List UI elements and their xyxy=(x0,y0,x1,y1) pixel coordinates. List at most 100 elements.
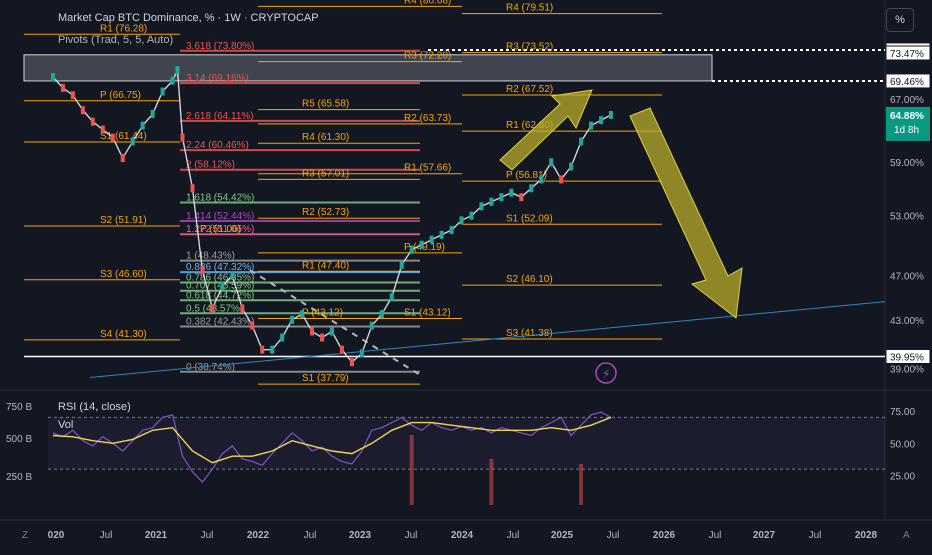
pivot-right-label: S3 (41.38) xyxy=(506,328,553,339)
pivot-mid-label: R1 (57.66) xyxy=(404,163,451,174)
price-candle xyxy=(130,137,135,146)
pivot-right-label: P (56.81) xyxy=(506,170,547,181)
x-tick-label: Jul xyxy=(607,530,620,541)
price-candle xyxy=(250,321,255,330)
fib-level-label: 0 (38.74%) xyxy=(186,362,235,373)
pivot-left-label: S1 (61.44) xyxy=(100,131,147,142)
pivot-right-label: R2 (67.52) xyxy=(506,84,553,95)
price-candle xyxy=(120,154,125,163)
percent-scale-button[interactable]: % xyxy=(886,8,914,32)
price-candle xyxy=(589,121,594,130)
price-candle xyxy=(320,333,325,342)
price-tag-box xyxy=(885,73,931,89)
rsi-band xyxy=(48,417,885,470)
price-candle xyxy=(329,327,334,336)
volume-bar xyxy=(489,458,494,505)
indicator-label: Pivots (Trad, 5, 5, Auto) xyxy=(58,34,174,46)
pivot-left-label: R1 (76.28) xyxy=(100,23,147,34)
rsi-line xyxy=(52,411,612,484)
y-tick-label: 59.00% xyxy=(890,158,924,169)
down-arrow-annotation xyxy=(629,107,743,319)
pivot-mid-label: R3 (72.20) xyxy=(404,51,451,62)
price-candle xyxy=(310,327,315,336)
x-tick-label: Jul xyxy=(809,530,822,541)
lightning-icon xyxy=(595,362,617,384)
pivot-mid2-label: S1 (37.79) xyxy=(302,373,349,384)
price-tag-value: 39.95% xyxy=(890,352,924,363)
rsi-tick-label: 75.00 xyxy=(890,407,915,418)
price-candle xyxy=(270,345,275,354)
pivot-right-label: R4 (79.51) xyxy=(506,3,553,14)
price-candle xyxy=(175,66,180,75)
x-tick-label: 020 xyxy=(48,530,65,541)
pivot-right-label: S2 (46.10) xyxy=(506,274,553,285)
price-candle xyxy=(429,235,434,244)
price-candle xyxy=(419,240,424,249)
price-candle xyxy=(260,345,265,354)
price-candle xyxy=(110,133,115,142)
price-candle xyxy=(220,282,225,291)
pivot-mid2-label: R4 (61.30) xyxy=(302,132,349,143)
price-candle xyxy=(489,197,494,206)
fib-level-label: 0.382 (42.43%) xyxy=(186,316,254,327)
price-candle xyxy=(539,175,544,184)
price-tag-value: 73.47% xyxy=(890,49,924,60)
fib-level-label: 0.786 (46.35%) xyxy=(186,272,254,283)
fib-level-label: 1.618 (54.42%) xyxy=(186,192,254,203)
volume-bar xyxy=(579,464,584,505)
price-candle xyxy=(190,184,195,193)
up-arrow-annotation xyxy=(499,89,593,171)
x-tick-label: Jul xyxy=(201,530,214,541)
price-candle xyxy=(599,116,604,125)
fib-level-label: 1.414 (52.44%) xyxy=(186,211,254,222)
price-candle xyxy=(180,133,185,142)
fib-level-label: 2.24 (60.46%) xyxy=(186,140,249,151)
price-candle xyxy=(529,184,534,193)
price-candle xyxy=(519,193,524,202)
price-candle xyxy=(230,271,235,280)
pivot-mid-label: S1 (43.12) xyxy=(404,307,451,318)
price-candle xyxy=(608,110,613,119)
x-tick-label: 2028 xyxy=(855,530,878,541)
resistance-zone xyxy=(23,54,713,82)
fib-level-label: 2 (58.12%) xyxy=(186,160,235,171)
fib-level-label: 0.707 (45.59%) xyxy=(186,281,254,292)
x-tick-label: 2021 xyxy=(145,530,168,541)
volume-tick-label: 500 B xyxy=(6,434,32,445)
price-candle xyxy=(439,230,444,239)
pivot-mid2-label: R5 (65.58) xyxy=(302,99,349,110)
price-candle xyxy=(150,110,155,119)
x-tick-label: 2022 xyxy=(247,530,270,541)
y-tick-label: 53.00% xyxy=(890,212,924,223)
price-candle xyxy=(90,117,95,126)
current-price-countdown: 1d 8h xyxy=(894,125,919,136)
volume-tick-label: 250 B xyxy=(6,472,32,483)
price-candle xyxy=(369,321,374,330)
price-candle xyxy=(499,193,504,202)
fib-level-label: 0.618 (44.72%) xyxy=(186,290,254,301)
price-candle xyxy=(60,83,65,92)
price-candle xyxy=(280,333,285,342)
price-candle xyxy=(389,293,394,302)
pivot-mid-label: R2 (63.73) xyxy=(404,113,451,124)
zoom-icon: Z xyxy=(22,530,28,541)
rsi-ma-line xyxy=(52,416,612,464)
pivot-left-label: S3 (46.60) xyxy=(100,269,147,280)
price-candle xyxy=(70,91,75,100)
x-tick-label: 2023 xyxy=(349,530,372,541)
pivot-left-label: P (66.75) xyxy=(100,90,141,101)
price-candle xyxy=(549,158,554,167)
x-tick-label: Jul xyxy=(405,530,418,541)
rising-trendline xyxy=(89,301,886,378)
price-candle xyxy=(509,188,514,197)
vol-title: Vol xyxy=(58,419,73,431)
price-candle xyxy=(449,225,454,234)
fib-level-label: 2.618 (64.11%) xyxy=(186,111,254,122)
price-candle xyxy=(160,87,165,96)
x-tick-label: Jul xyxy=(100,530,113,541)
chart-title: Market Cap BTC Dominance, % · 1W · CRYPT… xyxy=(58,12,319,24)
price-candle xyxy=(80,106,85,115)
